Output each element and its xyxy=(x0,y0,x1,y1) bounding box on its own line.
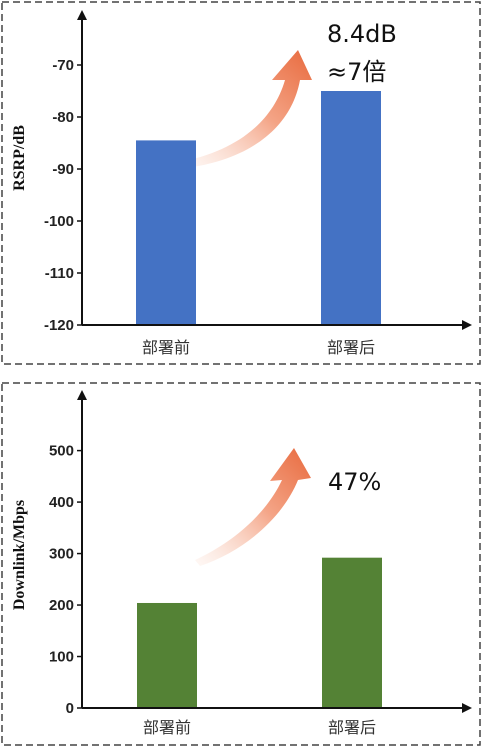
plot-downlink: 0 100 200 300 400 500 部署前 部署后 xyxy=(49,390,472,737)
annotation-gain-db: 8.4dB xyxy=(327,20,397,48)
y-axis-label-rsrp: RSRP/dB xyxy=(11,125,28,191)
y-tick-label: -110 xyxy=(45,265,74,282)
plot-rsrp: -120 -110 -100 -90 -80 -70 部署前 部署后 xyxy=(44,10,472,357)
y-tick-label: -120 xyxy=(44,317,74,334)
x-category-label: 部署前 xyxy=(143,718,191,737)
bar-1 xyxy=(321,91,381,325)
panel-frame-downlink xyxy=(1,382,481,746)
y-tick-label: 0 xyxy=(66,700,74,717)
y-tick-label: -80 xyxy=(52,109,74,126)
x-category-label: 部署后 xyxy=(328,718,376,737)
bar-0 xyxy=(137,602,197,708)
y-tick-label: 100 xyxy=(49,649,74,666)
bar-1 xyxy=(322,557,382,708)
y-axis-label-downlink: Downlink/Mbps xyxy=(11,500,28,610)
y-tick-label: 400 xyxy=(49,494,74,511)
y-tick-label: 500 xyxy=(49,443,74,460)
y-tick-label: -100 xyxy=(44,213,74,230)
y-tick-label: 200 xyxy=(49,597,74,614)
increase-arrow-icon xyxy=(180,50,312,168)
x-category-label: 部署前 xyxy=(142,338,190,357)
annotation-gain-times: ≈7倍 xyxy=(327,58,386,86)
annotation-gain-percent: 47% xyxy=(328,468,381,496)
bar-0 xyxy=(136,140,196,325)
y-tick-label: -70 xyxy=(52,57,74,74)
y-tick-label: 300 xyxy=(49,546,74,563)
x-category-label: 部署后 xyxy=(327,338,375,357)
panel-frame-rsrp xyxy=(1,1,481,365)
y-tick-label: -90 xyxy=(52,161,74,178)
increase-arrow-icon xyxy=(195,448,311,566)
